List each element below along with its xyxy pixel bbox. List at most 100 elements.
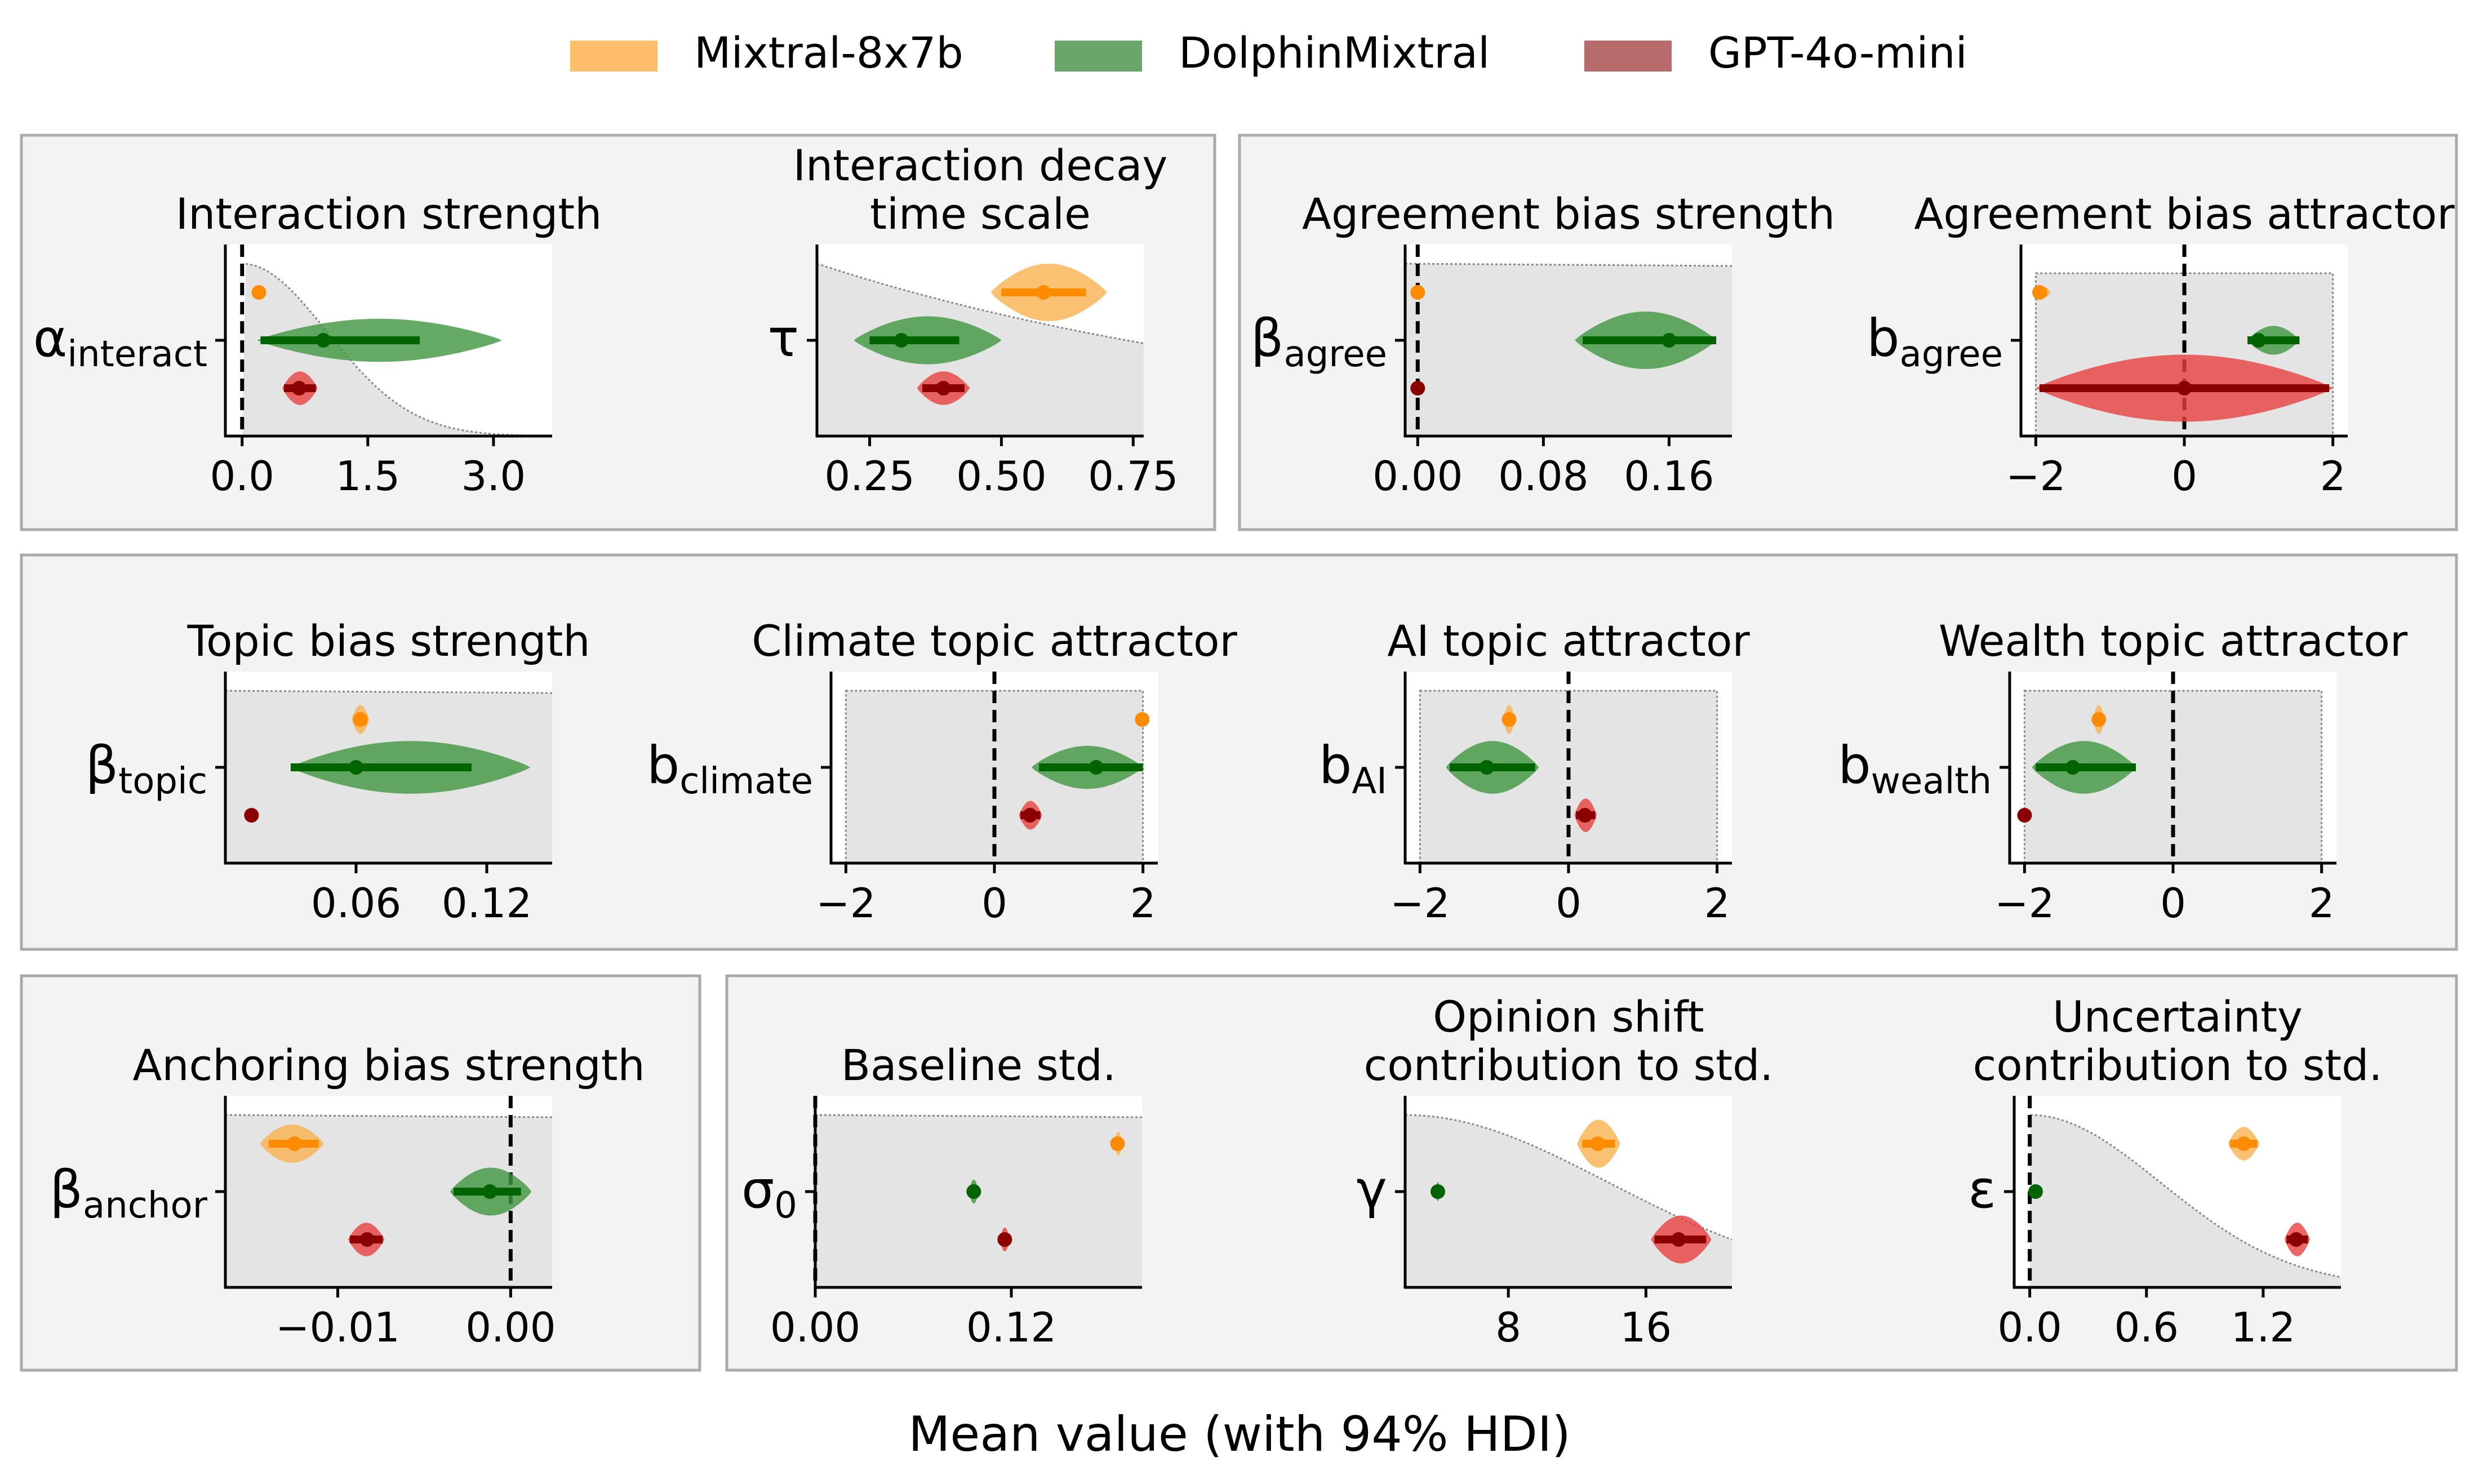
mean-point bbox=[2177, 381, 2192, 396]
mean-point bbox=[353, 712, 368, 727]
mean-point bbox=[1110, 1136, 1125, 1151]
mean-point bbox=[2028, 1184, 2043, 1199]
series-mixtral-8x7b bbox=[1501, 705, 1517, 734]
series-dolphinmixtral bbox=[2028, 1184, 2043, 1199]
legend-swatch bbox=[570, 41, 657, 72]
y-label-symbol: b bbox=[1319, 735, 1352, 796]
mean-point bbox=[1671, 1232, 1686, 1247]
y-label-symbol: β bbox=[85, 735, 118, 796]
x-tick-label: 1.5 bbox=[336, 452, 401, 500]
x-tick-label: 0.25 bbox=[824, 452, 914, 500]
x-tick-label: 0 bbox=[1556, 879, 1581, 927]
y-label-subscript: agree bbox=[1900, 334, 2003, 375]
subplot-title: time scale bbox=[870, 189, 1091, 239]
x-tick-label: 0.75 bbox=[1088, 452, 1178, 500]
y-axis-label: bAI bbox=[1319, 735, 1387, 802]
x-tick-label: 0.12 bbox=[442, 879, 532, 927]
x-tick-label: 0 bbox=[981, 879, 1007, 927]
series-gpt-4o-mini bbox=[2284, 1223, 2310, 1256]
x-tick-label: 0.00 bbox=[770, 1304, 860, 1351]
mean-point bbox=[1410, 285, 1425, 300]
y-axis-label: τ bbox=[768, 308, 799, 368]
y-axis-label: βtopic bbox=[85, 735, 207, 802]
series-dolphinmixtral bbox=[1575, 312, 1717, 369]
series-gpt-4o-mini bbox=[2036, 354, 2333, 422]
subplot-title: Agreement bias attractor bbox=[1914, 189, 2455, 239]
mean-point bbox=[482, 1184, 497, 1199]
subplot-title: AI topic attractor bbox=[1387, 616, 1750, 666]
y-axis-label: bwealth bbox=[1838, 735, 1992, 802]
mean-point bbox=[349, 760, 363, 775]
legend-label: GPT-4o-mini bbox=[1708, 28, 1967, 78]
x-tick-label: 0.06 bbox=[311, 879, 401, 927]
y-axis-label: bclimate bbox=[647, 735, 813, 802]
legend-label: Mixtral-8x7b bbox=[694, 28, 963, 78]
series-mixtral-8x7b bbox=[2032, 285, 2051, 300]
y-label-symbol: b bbox=[1838, 735, 1871, 796]
mean-point bbox=[359, 1232, 375, 1247]
y-label-symbol: β bbox=[50, 1159, 83, 1220]
x-tick-label: −0.01 bbox=[276, 1304, 400, 1351]
subplot-title: Climate topic attractor bbox=[752, 616, 1237, 666]
mean-point bbox=[1430, 1184, 1445, 1199]
series-gpt-4o-mini bbox=[282, 371, 318, 405]
prior-outline bbox=[225, 1114, 553, 1118]
series-dolphinmixtral bbox=[450, 1167, 532, 1216]
mean-point bbox=[316, 333, 331, 348]
prior-outline bbox=[225, 690, 553, 694]
prior-area bbox=[242, 264, 552, 436]
x-tick-label: 0.0 bbox=[210, 452, 274, 500]
x-tick-label: 16 bbox=[1620, 1304, 1672, 1351]
legend-item: GPT-4o-mini bbox=[1584, 28, 1967, 78]
subplot-title: contribution to std. bbox=[1363, 1040, 1773, 1090]
series-gpt-4o-mini bbox=[348, 1223, 385, 1256]
series-dolphinmixtral bbox=[257, 318, 502, 362]
x-tick-label: 0.6 bbox=[2114, 1304, 2179, 1351]
mean-point bbox=[936, 381, 951, 396]
series-dolphinmixtral bbox=[1031, 745, 1143, 789]
mean-point bbox=[1023, 808, 1038, 823]
x-tick-label: 2 bbox=[2320, 452, 2346, 500]
subplot-8: −2 0 2 Wealth topic attractor bwealth bbox=[1838, 616, 2408, 927]
y-axis-label: σ0 bbox=[741, 1159, 797, 1227]
x-tick-label: 0.16 bbox=[1624, 452, 1714, 500]
subplot-10: 0.00 0.12 Baseline std. σ0 bbox=[741, 1040, 1143, 1351]
series-gpt-4o-mini bbox=[1651, 1215, 1712, 1264]
y-axis-label: bagree bbox=[1867, 308, 2003, 375]
x-tick-label: 0.50 bbox=[956, 452, 1046, 500]
y-axis-label: αinteract bbox=[33, 308, 207, 375]
y-label-symbol: ε bbox=[1968, 1159, 1996, 1220]
subplot-4: −2 0 2 Agreement bias attractor bagree bbox=[1867, 189, 2455, 500]
series-dolphinmixtral bbox=[966, 1179, 981, 1204]
y-label-symbol: b bbox=[647, 735, 679, 796]
mean-point bbox=[251, 285, 266, 300]
mean-point bbox=[244, 808, 259, 823]
legend-swatch bbox=[1055, 41, 1142, 72]
mean-point bbox=[1578, 808, 1592, 823]
legend-item: DolphinMixtral bbox=[1055, 28, 1490, 78]
mean-point bbox=[2236, 1136, 2251, 1151]
x-tick-label: 0 bbox=[2171, 452, 2197, 500]
subplot-5: 0.06 0.12 Topic bias strength βtopic bbox=[85, 616, 590, 927]
y-label-symbol: β bbox=[1251, 308, 1284, 368]
subplot-3: 0.00 0.08 0.16 Agreement bias strength βagre… bbox=[1251, 189, 1835, 500]
series-gpt-4o-mini bbox=[1410, 381, 1425, 396]
y-label-subscript: interact bbox=[67, 334, 207, 375]
y-label-subscript: 0 bbox=[774, 1185, 797, 1227]
y-label-symbol: τ bbox=[768, 308, 799, 368]
mean-point bbox=[2065, 760, 2081, 775]
mean-point bbox=[2032, 285, 2047, 300]
series-mixtral-8x7b bbox=[990, 264, 1107, 321]
series-gpt-4o-mini bbox=[2017, 808, 2032, 823]
x-tick-label: −2 bbox=[816, 879, 876, 927]
x-tick-label: 0.00 bbox=[1372, 452, 1463, 500]
x-tick-label: 1.2 bbox=[2231, 1304, 2296, 1351]
mean-point bbox=[287, 1136, 302, 1151]
y-axis-label: βagree bbox=[1251, 308, 1387, 375]
x-tick-label: 0.12 bbox=[966, 1304, 1056, 1351]
y-axis-label: γ bbox=[1357, 1159, 1387, 1220]
x-tick-label: −2 bbox=[1994, 879, 2054, 927]
series-dolphinmixtral bbox=[1446, 741, 1539, 794]
subplot-title: Baseline std. bbox=[841, 1040, 1116, 1090]
